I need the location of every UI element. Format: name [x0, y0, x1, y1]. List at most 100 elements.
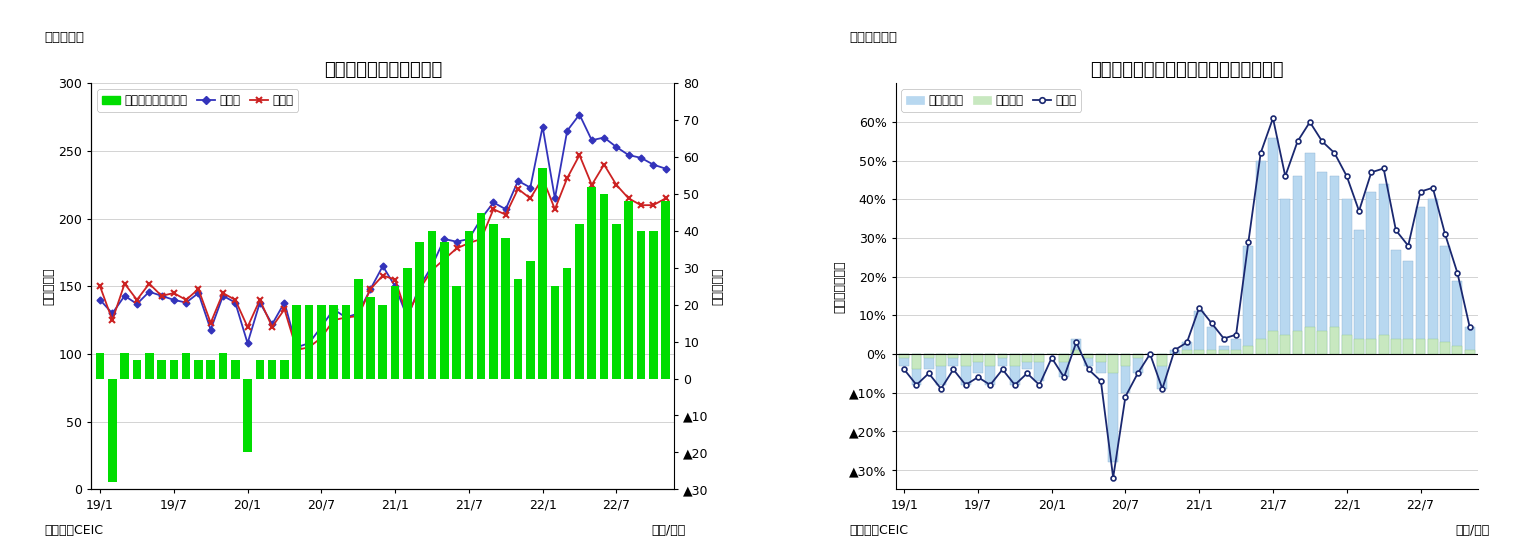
Bar: [1329, 176, 1340, 354]
輸入額: [472, 236, 491, 242]
Bar: [1404, 261, 1413, 354]
Bar: [948, 354, 959, 366]
輸出額: [1263, 115, 1282, 122]
輸出額: [1103, 474, 1122, 481]
Bar: [1023, 354, 1032, 369]
輸出額: [1154, 385, 1172, 392]
Legend: 非石油ガス, 石油ガス, 輸出額: 非石油ガス, 石油ガス, 輸出額: [902, 90, 1081, 112]
輸出額: [472, 215, 491, 222]
Bar: [366, 297, 375, 379]
Bar: [550, 286, 559, 379]
輸出額: [1116, 393, 1134, 400]
輸入額: [276, 306, 294, 312]
輸出額: [373, 262, 392, 269]
Bar: [1256, 161, 1265, 354]
輸入額: [140, 280, 158, 287]
Bar: [1416, 207, 1425, 354]
Text: （年/月）: （年/月）: [652, 524, 686, 537]
輸出額: [994, 366, 1012, 373]
輸入額: [632, 202, 651, 208]
Bar: [1207, 327, 1216, 354]
Bar: [649, 231, 657, 379]
輸出額: [1411, 188, 1430, 195]
輸入額: [485, 206, 503, 212]
Bar: [1416, 339, 1425, 354]
輸入額: [582, 181, 600, 188]
Bar: [936, 354, 946, 366]
Bar: [354, 279, 363, 379]
輸出額: [1251, 150, 1269, 156]
Bar: [501, 239, 511, 379]
輸出額: [1141, 351, 1160, 358]
Bar: [133, 360, 142, 379]
輸入額: [104, 317, 122, 324]
輸出額: [533, 123, 552, 130]
Bar: [1231, 339, 1241, 354]
Bar: [1367, 192, 1376, 354]
輸出額: [594, 134, 613, 141]
Bar: [1379, 335, 1388, 354]
輸出額: [1350, 207, 1369, 214]
Bar: [960, 354, 971, 385]
輸出額: [189, 290, 207, 296]
輸出額: [1387, 227, 1405, 234]
Bar: [256, 360, 264, 379]
Bar: [378, 305, 387, 379]
Bar: [329, 305, 338, 379]
輸入額: [594, 161, 613, 168]
輸出額: [907, 381, 925, 388]
Bar: [1440, 342, 1449, 354]
Bar: [625, 201, 632, 379]
輸出額: [1338, 173, 1356, 180]
輸出額: [645, 161, 663, 168]
Bar: [416, 242, 424, 379]
輸出額: [140, 289, 158, 295]
輸入額: [361, 286, 379, 292]
輸出額: [1436, 231, 1454, 237]
輸出額: [165, 296, 183, 303]
Bar: [1023, 354, 1032, 362]
Bar: [1292, 331, 1303, 354]
Bar: [613, 224, 620, 379]
輸出額: [448, 239, 466, 245]
Bar: [1367, 339, 1376, 354]
輸出額: [607, 143, 625, 150]
輸出額: [485, 199, 503, 206]
輸入額: [570, 152, 588, 158]
Bar: [1341, 200, 1352, 354]
輸出額: [422, 262, 440, 269]
輸出額: [312, 324, 331, 330]
輸出額: [1448, 270, 1466, 276]
Bar: [998, 354, 1007, 366]
輸出額: [1314, 138, 1332, 145]
輸入額: [165, 290, 183, 296]
輸出額: [276, 299, 294, 306]
Bar: [986, 354, 995, 385]
Bar: [1305, 327, 1315, 354]
Bar: [1391, 339, 1401, 354]
Bar: [1195, 311, 1204, 354]
Legend: 貿易収支（右目盛）, 輸出額, 輸入額: 貿易収支（右目盛）, 輸出額, 輸入額: [98, 90, 299, 112]
Bar: [526, 261, 535, 379]
Bar: [280, 360, 288, 379]
Bar: [1120, 354, 1131, 366]
Bar: [390, 286, 399, 379]
輸出額: [1300, 119, 1318, 126]
輸出額: [582, 137, 600, 143]
輸入額: [177, 296, 195, 303]
輸出額: [1006, 381, 1024, 388]
輸出額: [1276, 173, 1294, 180]
Bar: [998, 354, 1007, 358]
Bar: [899, 354, 910, 358]
輸入額: [558, 175, 576, 181]
輸出額: [361, 286, 379, 292]
Bar: [194, 360, 203, 379]
輸出額: [1190, 304, 1209, 311]
輸入額: [189, 286, 207, 292]
Bar: [1317, 331, 1327, 354]
Bar: [1256, 339, 1265, 354]
Bar: [1132, 354, 1143, 373]
輸出額: [1018, 370, 1036, 376]
輸出額: [325, 306, 343, 312]
輸出額: [177, 299, 195, 306]
